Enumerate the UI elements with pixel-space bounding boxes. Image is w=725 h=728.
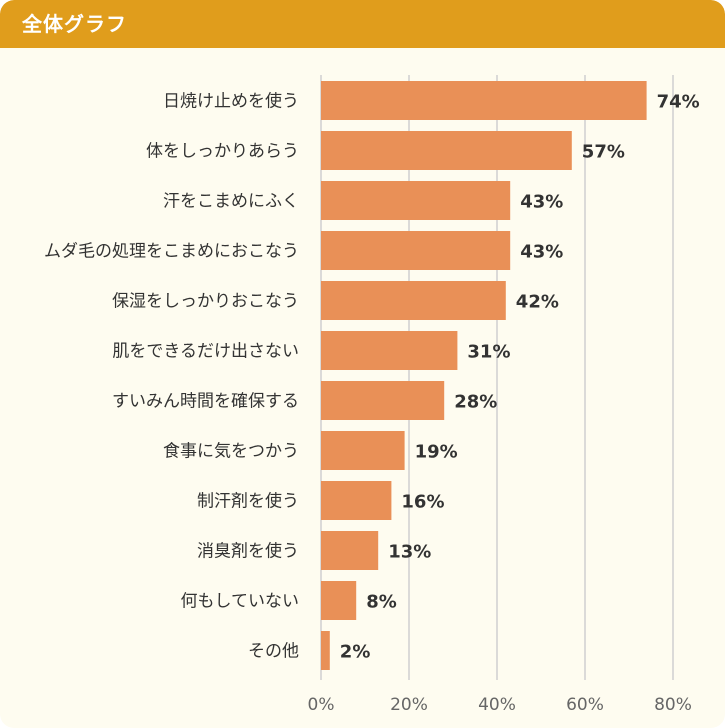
bar	[321, 381, 445, 420]
bar	[321, 81, 647, 120]
category-label: 体をしっかりあらう	[146, 142, 299, 162]
bar	[321, 581, 357, 620]
value-label: 57%	[582, 142, 625, 163]
bar	[321, 181, 511, 220]
value-label: 13%	[388, 542, 431, 563]
category-label: その他	[248, 642, 299, 662]
x-tick-label: 40%	[478, 695, 516, 715]
bar	[321, 131, 572, 170]
category-label: 保湿をしっかりおこなう	[112, 292, 299, 312]
value-label: 8%	[366, 592, 397, 613]
value-label: 31%	[467, 342, 510, 363]
category-label: 消臭剤を使う	[197, 541, 299, 562]
x-tick-label: 20%	[390, 695, 428, 715]
chart-header: 全体グラフ	[0, 0, 725, 48]
bar	[321, 281, 506, 320]
value-label: 43%	[520, 242, 563, 263]
value-label: 42%	[516, 292, 559, 313]
value-label: 43%	[520, 192, 563, 213]
bar	[321, 631, 330, 670]
category-label: すいみん時間を確保する	[112, 392, 299, 412]
category-label: ムダ毛の処理をこまめにおこなう	[44, 242, 299, 262]
value-label: 19%	[415, 442, 458, 463]
x-tick-label: 0%	[308, 695, 335, 715]
bar	[321, 481, 392, 520]
bar	[321, 431, 405, 470]
bar	[321, 231, 511, 270]
value-label: 16%	[401, 492, 444, 513]
category-label: 肌をできるだけ出さない	[112, 342, 299, 362]
value-label: 28%	[454, 392, 497, 413]
category-label: 汗をこまめにふく	[163, 192, 299, 212]
category-label: 制汗剤を使う	[197, 491, 299, 512]
bar	[321, 531, 379, 570]
x-tick-label: 80%	[654, 695, 692, 715]
x-tick-label: 60%	[566, 695, 604, 715]
bar	[321, 331, 458, 370]
category-label: 日焼け止めを使う	[163, 91, 299, 112]
value-label: 74%	[657, 92, 700, 113]
category-label: 何もしていない	[181, 592, 300, 612]
chart-title: 全体グラフ	[22, 12, 127, 36]
value-label: 2%	[340, 642, 371, 663]
category-label: 食事に気をつかう	[163, 442, 299, 462]
